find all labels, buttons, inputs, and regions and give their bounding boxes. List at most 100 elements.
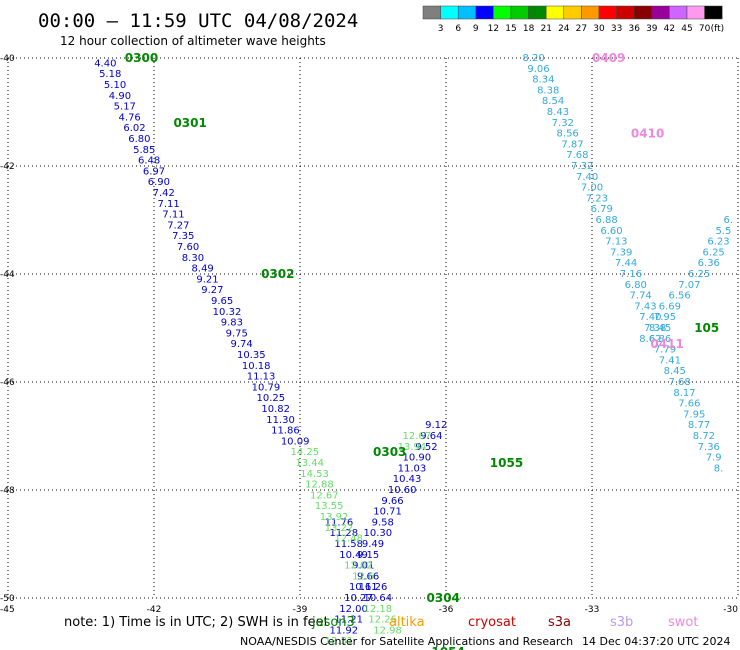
wave-height-value: 11.30	[266, 415, 295, 426]
wave-height-value: 10.32	[213, 307, 242, 318]
legend-tick-label: 36	[628, 24, 640, 34]
wave-height-value: 8.45	[664, 366, 686, 377]
wave-height-value: 14.53	[300, 469, 329, 480]
pass-time-label: 1054	[431, 645, 464, 650]
wave-height-value: 8.43	[547, 107, 569, 118]
x-tick-label: -42	[147, 605, 162, 615]
wave-height-value: 9.01	[352, 561, 374, 572]
x-tick-label: -30	[723, 605, 738, 615]
wave-height-value: 12.02	[344, 561, 373, 572]
wave-height-value: 10.09	[281, 436, 310, 447]
wave-height-value: 9.21	[196, 274, 218, 285]
legend-swatch	[528, 5, 547, 20]
wave-height-value: 10.71	[373, 507, 402, 518]
wave-height-value: 12.98	[373, 625, 402, 636]
satellite-name: altika	[389, 615, 425, 630]
wave-height-value: 7.95	[654, 312, 676, 323]
wave-height-value: 5.10	[104, 80, 126, 91]
wave-height-value: 11.58	[334, 539, 363, 550]
pass-time-labels: 0300 0301 0302 0303 0304 1054 1055 105 0409 0410 0…	[125, 51, 719, 650]
wave-height-value: 8.62	[639, 334, 661, 345]
wave-height-value: 8.17	[673, 388, 695, 399]
wave-height-value: 10.43	[393, 474, 422, 485]
wave-height-value: 6.79	[591, 204, 613, 215]
footer-credit: NOAA/NESDIS Center for Satellite Applica…	[240, 635, 573, 648]
wave-height-value: 9.66	[381, 496, 403, 507]
wave-height-value: 11.86	[271, 426, 300, 437]
wave-height-value: 6.25	[703, 247, 725, 258]
wave-height-value: 5.85	[133, 145, 155, 156]
legend-tick-label: 21	[540, 24, 551, 34]
wave-height-value: 10.82	[261, 404, 290, 415]
wave-height-value: 6.80	[625, 280, 647, 291]
legend-tick-label: 70	[699, 24, 711, 34]
legend-swatch	[457, 5, 477, 20]
legend-tick-label: 9	[473, 24, 479, 34]
wave-height-value: 6.56	[668, 291, 690, 302]
pass-time-label: 0302	[261, 267, 294, 281]
note-text: note: 1) Time is in UTC; 2) SWH is in fe…	[64, 615, 329, 630]
x-tick-label: -39	[293, 605, 308, 615]
wave-height-value: 11.92	[329, 625, 358, 636]
wave-height-value: 7.9	[706, 453, 722, 464]
wave-height-value: 8.72	[693, 431, 715, 442]
wave-height-value: 6.60	[600, 226, 622, 237]
wave-height-value: 9.65	[211, 296, 233, 307]
wave-height-value: 6.	[723, 215, 733, 226]
wave-height-value: 4.90	[109, 91, 131, 102]
wave-height-value: 12.31	[325, 636, 354, 647]
wave-height-value: 7.16	[620, 269, 642, 280]
wave-height-value: 5.18	[99, 69, 121, 80]
axis-tick-labels: -45 -42 -39 -36 -33 -30 -40 -42 -44 -46 -48 -50	[0, 54, 738, 615]
wave-height-value: 12.67	[402, 431, 431, 442]
wave-height-value: 10.79	[252, 382, 281, 393]
wave-height-value: 8.34	[532, 75, 554, 86]
pass-time-label: 0410	[631, 127, 664, 141]
legend-tick-label: 45	[681, 24, 692, 34]
wave-height-value: 10.90	[402, 453, 431, 464]
wave-height-value: 9.15	[357, 550, 379, 561]
wave-height-value: 8.30	[182, 253, 204, 264]
pass-time-label: 105	[694, 321, 719, 335]
legend-swatch	[651, 5, 670, 20]
wave-height-value: 7.11	[157, 199, 179, 210]
legend-tick-label: 27	[576, 24, 587, 34]
wave-height-value: 8.20	[522, 53, 544, 64]
wave-height-value: 9.12	[425, 420, 447, 431]
wave-height-value: 7.43	[634, 301, 656, 312]
y-tick-label: -40	[0, 54, 15, 64]
pass-time-label: 0300	[125, 51, 158, 65]
wave-height-value: 9.49	[362, 539, 384, 550]
y-tick-label: -48	[0, 486, 15, 496]
wave-height-value: 11.21	[334, 615, 363, 626]
wave-height-value: 7.40	[639, 312, 661, 323]
wave-height-value: 13.44	[295, 458, 324, 469]
wave-height-value: 7.32	[552, 118, 574, 129]
pass-time-label: 0409	[592, 51, 625, 65]
wave-height-value: 12.67	[310, 490, 339, 501]
wave-height-value: 9.27	[201, 285, 223, 296]
legend-tick-label: 24	[558, 24, 570, 34]
wave-height-value: 7.13	[605, 237, 627, 248]
legend-swatch	[563, 5, 582, 20]
wave-height-value: 13.55	[315, 501, 344, 512]
wave-height-value: 7.23	[586, 193, 608, 204]
y-tick-label: -42	[0, 162, 15, 172]
wave-height-value: 6.69	[659, 301, 681, 312]
x-tick-label: -36	[439, 605, 454, 615]
legend-swatch	[704, 5, 723, 20]
wave-height-value: 8.	[714, 463, 724, 474]
wave-height-value: 12.88	[305, 480, 334, 491]
wave-height-value: 4.76	[119, 112, 141, 123]
wave-height-value: 6.97	[143, 166, 165, 177]
legend-tick-label: 15	[505, 24, 516, 34]
pass-time-label: 0411	[650, 337, 683, 351]
pass-time-label: 1055	[490, 456, 523, 470]
satellite-name: s3b	[610, 615, 633, 630]
wave-height-value: 7.36	[698, 442, 720, 453]
wave-height-value: 7.32	[571, 161, 593, 172]
legend-swatch	[598, 5, 617, 20]
legend-tick-label: 6	[455, 24, 461, 34]
wave-height-value: 9.64	[420, 431, 442, 442]
legend-tick-label: 30	[593, 24, 605, 34]
